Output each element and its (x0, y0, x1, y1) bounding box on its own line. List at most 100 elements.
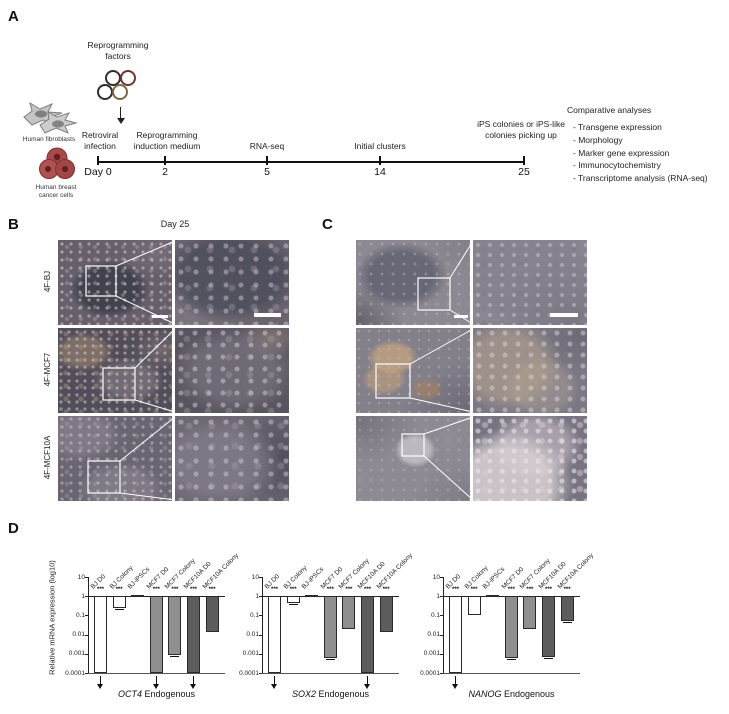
day-25-header: Day 25 (160, 219, 190, 229)
significance-stars: *** (152, 587, 160, 593)
reprogramming-factors-label: Reprogramming factors (87, 40, 149, 61)
chart-title: OCT4 Endogenous (88, 689, 225, 699)
significance-stars: *** (189, 587, 197, 593)
significance-stars: *** (563, 587, 571, 593)
significance-stars: *** (470, 587, 478, 593)
y-tick-mark (440, 673, 443, 674)
bar-bj-ipscs (486, 594, 500, 597)
y-axis-line (262, 577, 263, 673)
bar-bj-ipscs (305, 594, 319, 597)
human-breast-cancer-cells-label: Human breast cancer cells (35, 184, 77, 199)
timeline-day: Day 0 (84, 166, 112, 178)
micrograph-4f-bj-zoom (175, 240, 289, 325)
below-detection-arrow-icon (363, 676, 372, 689)
panel-c-micrograph-grid (356, 240, 587, 501)
micrograph-c-row3-zoom (473, 416, 587, 501)
human-fibroblasts-icon (23, 101, 78, 134)
bar-mcf10a-d0 (542, 596, 555, 657)
chart-title: SOX2 Endogenous (262, 689, 399, 699)
below-detection-arrow-icon (451, 676, 460, 689)
y-tick-mark (440, 596, 443, 598)
y-tick-label: 0.01 (427, 631, 440, 639)
significance-stars: *** (345, 587, 353, 593)
y-tick-label: 0.1 (75, 611, 85, 619)
panel-b-label: B (8, 216, 19, 233)
significance-stars: *** (115, 587, 123, 593)
panel-c-label: C (322, 216, 333, 233)
y-tick-label: 1 (255, 592, 259, 600)
y-tick-mark (259, 577, 262, 578)
bottom-axis (443, 673, 580, 674)
y-tick-mark (259, 653, 262, 655)
comparative-analyses-list: - Transgene expression - Morphology - Ma… (573, 121, 729, 185)
bar-mcf7-d0 (504, 596, 518, 659)
micrograph-4f-mcf10a-zoom (175, 416, 289, 501)
timeline-event: Retroviral infection (81, 130, 119, 151)
significance-stars: *** (363, 587, 371, 593)
bar-bj-colony (112, 596, 126, 608)
significance-stars: *** (507, 587, 515, 593)
significance-stars: *** (171, 587, 179, 593)
human-breast-cancer-cells-icon (39, 147, 75, 179)
micrograph-4f-bj-overview (58, 240, 172, 325)
y-tick-label: 0.0001 (239, 669, 259, 677)
y-tick-mark (259, 673, 262, 674)
y-tick-mark (440, 615, 443, 617)
y-tick-label: 10 (251, 573, 259, 581)
timeline-event: Initial clusters (354, 141, 406, 151)
error-bar (288, 604, 298, 606)
bar-mcf10a-colony (560, 596, 574, 622)
significance-stars: *** (326, 587, 334, 593)
below-detection-arrow-icon (152, 676, 161, 689)
micrograph-c-row1-overview (356, 240, 470, 325)
below-detection-arrow-icon (96, 676, 105, 689)
bar-mcf7-d0 (149, 596, 163, 673)
error-bar (506, 659, 516, 661)
y-tick-mark (259, 615, 262, 617)
y-tick-label: 0.001 (68, 650, 85, 658)
timeline-tick (266, 156, 268, 165)
timeline-day: 25 (518, 166, 530, 178)
significance-stars: *** (208, 587, 216, 593)
below-detection-arrow-icon (189, 676, 198, 689)
bar-mcf10a-colony (379, 596, 393, 633)
y-tick-mark (440, 577, 443, 578)
timeline-tick (164, 156, 166, 165)
timeline-event: Reprogramming induction medium (133, 130, 201, 151)
y-tick-label: 1 (436, 592, 440, 600)
chart-title-suffix: Endogenous (501, 689, 555, 699)
comparative-item: - Morphology (573, 134, 623, 145)
y-tick-mark (85, 577, 88, 578)
bottom-axis (262, 673, 399, 674)
comparative-item: - Marker gene expression (573, 147, 670, 158)
timeline-tick (379, 156, 381, 165)
significance-stars: *** (289, 587, 297, 593)
y-axis-line (443, 577, 444, 673)
comparative-item: - Immunocytochemistry (573, 160, 661, 171)
panel-b-micrograph-grid (58, 240, 289, 501)
row-label-4f-mcf10a: 4F-MCF10A (43, 435, 52, 480)
timeline-day: 5 (264, 166, 270, 178)
timeline-tick (97, 156, 99, 165)
significance-stars: *** (526, 587, 534, 593)
row-label-4f-bj: 4F-BJ (43, 270, 52, 293)
y-tick-label: 1 (81, 592, 85, 600)
bar-bj-d0 (94, 596, 107, 673)
bar-bj-ipscs (131, 594, 145, 597)
bar-mcf7-d0 (323, 596, 337, 659)
timeline-day: 2 (162, 166, 168, 178)
y-tick-label: 0.1 (430, 611, 440, 619)
bar-mcf10a-d0 (187, 596, 200, 673)
y-tick-mark (85, 653, 88, 655)
error-bar (325, 659, 335, 661)
chart-title-gene: SOX2 (291, 689, 316, 699)
bar-mcf7-colony (523, 596, 537, 629)
y-tick-label: 0.0001 (65, 669, 85, 677)
y-tick-mark (440, 653, 443, 655)
y-tick-label: 10 (77, 573, 85, 581)
error-bar (544, 657, 553, 659)
row-label-4f-mcf7: 4F-MCF7 (43, 352, 52, 387)
reprogramming-factors-icon (97, 70, 137, 100)
bottom-axis (88, 673, 225, 674)
